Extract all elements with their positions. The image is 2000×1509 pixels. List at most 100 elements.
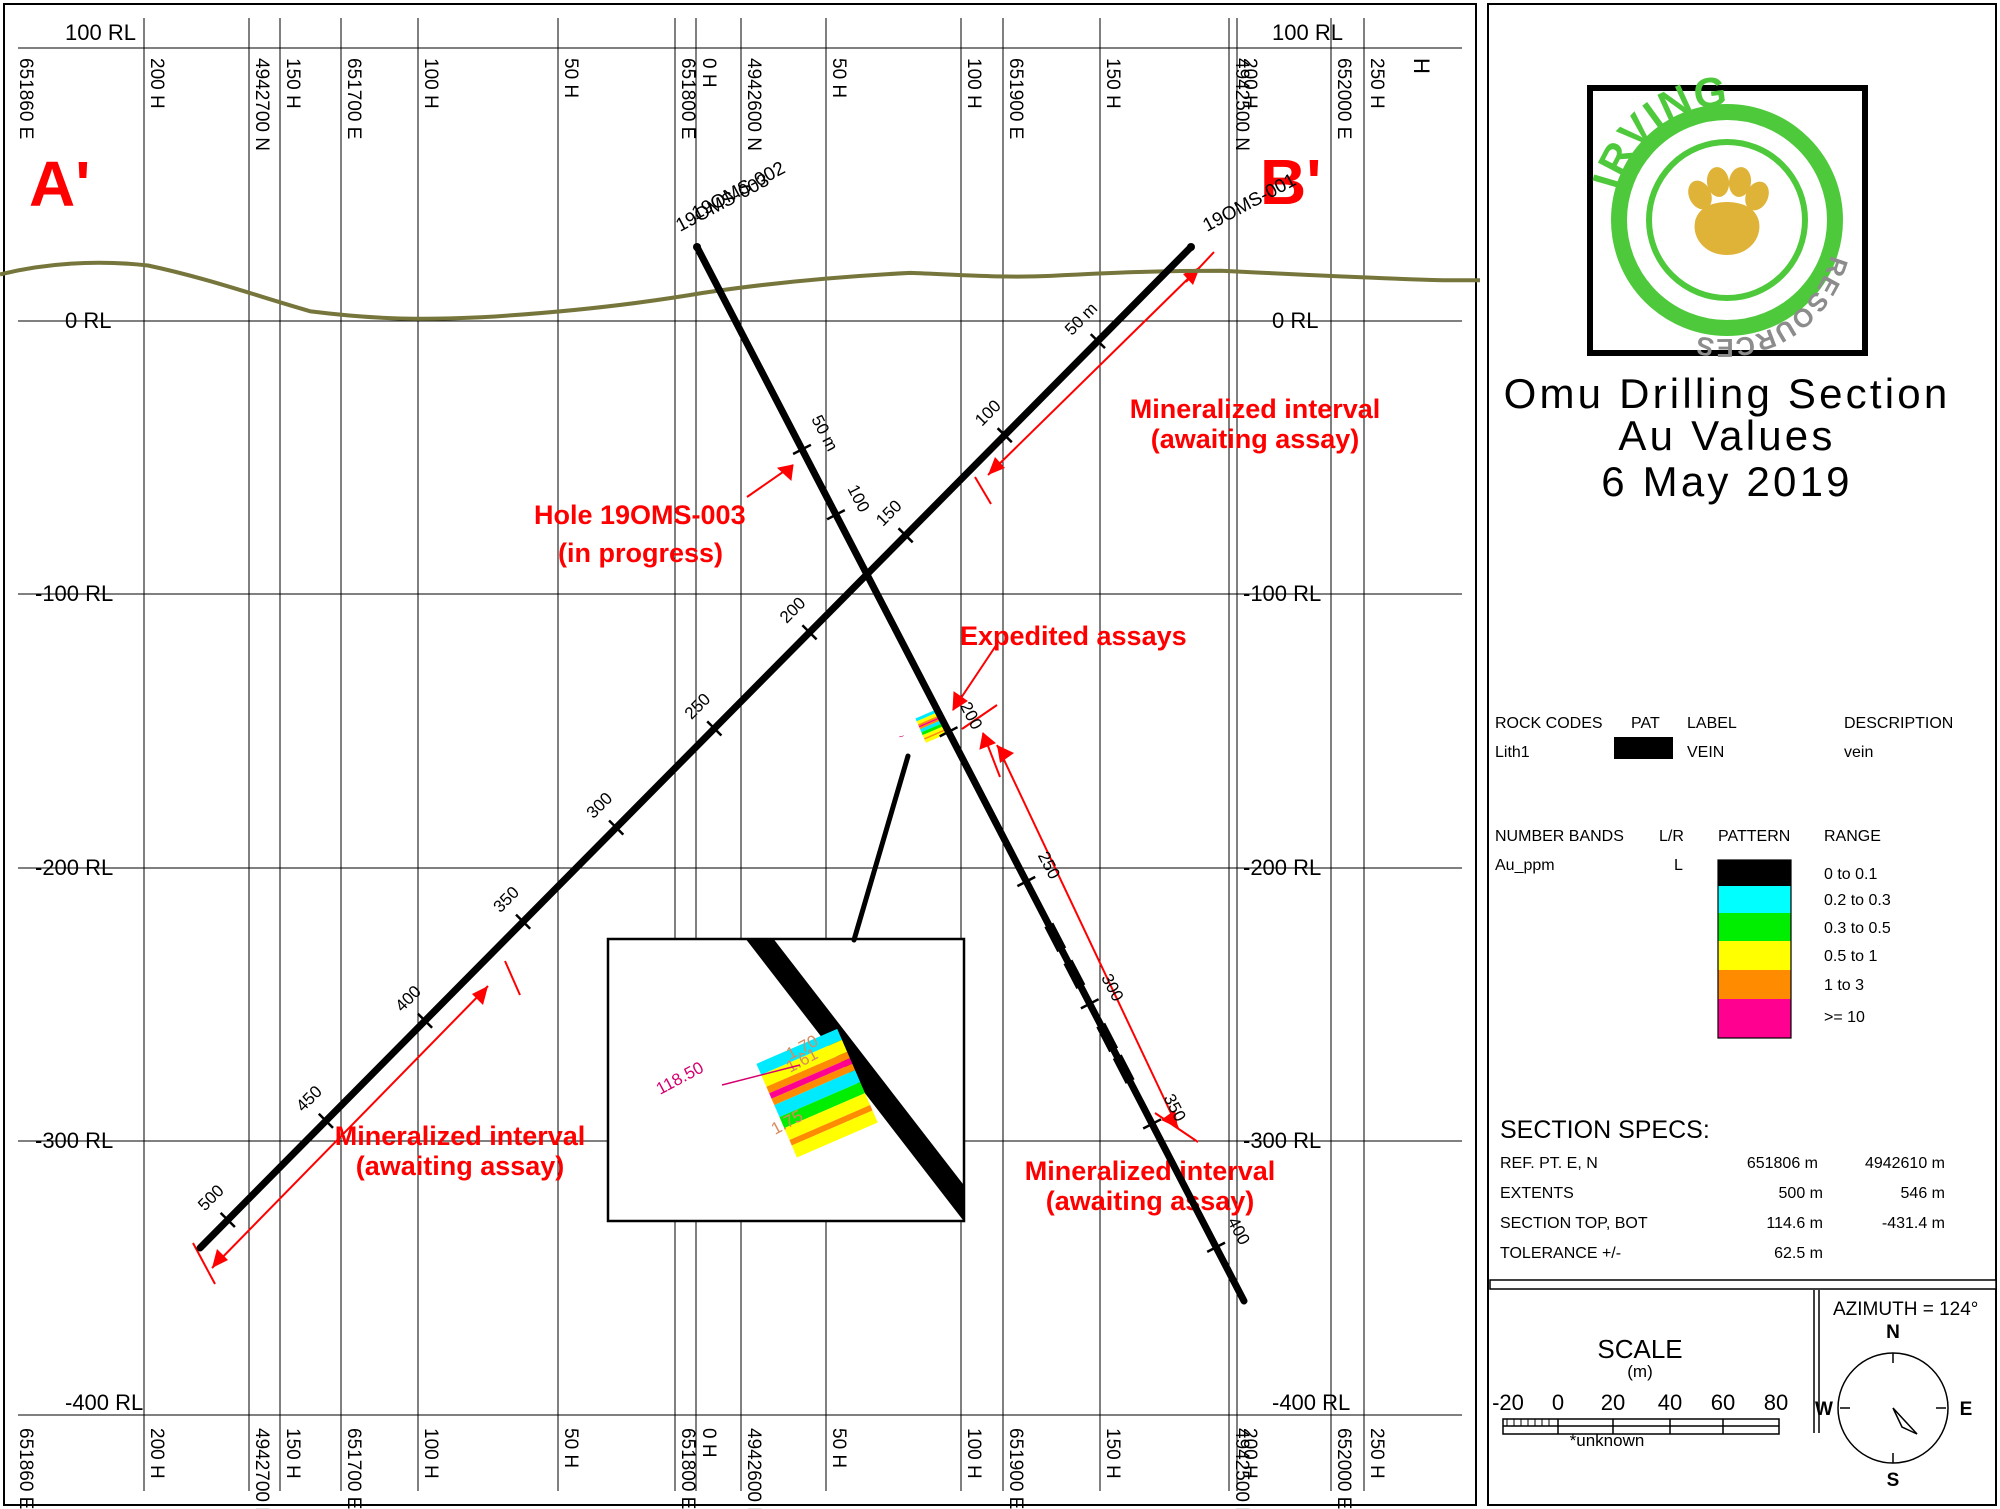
svg-text:651860 E: 651860 E (15, 58, 36, 139)
svg-text:N: N (1886, 1322, 1900, 1343)
svg-text:Mineralized interval: Mineralized interval (1130, 394, 1381, 424)
svg-text:-400 RL: -400 RL (65, 1390, 143, 1415)
svg-text:REF. PT. E, N: REF. PT. E, N (1500, 1155, 1598, 1172)
svg-text:100 H: 100 H (420, 58, 441, 109)
svg-text:W: W (1815, 1399, 1833, 1420)
svg-text:100 RL: 100 RL (65, 20, 136, 45)
svg-text:L: L (1674, 857, 1683, 874)
svg-text:60: 60 (1711, 1390, 1735, 1415)
svg-text:L/R: L/R (1659, 828, 1684, 845)
svg-text:0 H: 0 H (698, 1428, 719, 1458)
svg-text:(awaiting assay): (awaiting assay) (1151, 424, 1360, 454)
svg-text:50 H: 50 H (560, 1428, 581, 1468)
svg-text:250 H: 250 H (1366, 58, 1387, 109)
svg-text:20: 20 (1601, 1390, 1625, 1415)
svg-text:vein: vein (1844, 744, 1873, 761)
svg-text:PAT: PAT (1631, 715, 1660, 732)
svg-text:-300 RL: -300 RL (35, 1128, 113, 1153)
svg-text:652000 E: 652000 E (1333, 58, 1354, 139)
svg-text:ROCK CODES: ROCK CODES (1495, 715, 1603, 732)
svg-text:0 RL: 0 RL (65, 308, 111, 333)
svg-text:(awaiting assay): (awaiting assay) (1046, 1186, 1255, 1216)
svg-text:4942600 N: 4942600 N (743, 58, 764, 151)
svg-text:0 RL: 0 RL (1272, 308, 1318, 333)
svg-text:651800 E: 651800 E (677, 1428, 698, 1509)
svg-text:Hole 19OMS-003: Hole 19OMS-003 (534, 500, 746, 530)
svg-text:546 m: 546 m (1901, 1185, 1945, 1202)
svg-text:651700 E: 651700 E (343, 1428, 364, 1509)
svg-text:-100 RL: -100 RL (35, 581, 113, 606)
svg-text:TOLERANCE +/-: TOLERANCE +/- (1500, 1245, 1621, 1262)
svg-text:-400 RL: -400 RL (1272, 1390, 1350, 1415)
svg-text:-20: -20 (1492, 1390, 1524, 1415)
svg-text:Expedited assays: Expedited assays (960, 621, 1187, 651)
svg-text:LABEL: LABEL (1687, 715, 1737, 732)
svg-text:>= 10: >= 10 (1824, 1009, 1865, 1026)
svg-text:150 H: 150 H (282, 58, 303, 109)
svg-text:-431.4 m: -431.4 m (1882, 1215, 1945, 1232)
svg-text:0.2 to 0.3: 0.2 to 0.3 (1824, 892, 1891, 909)
svg-text:80: 80 (1764, 1390, 1788, 1415)
svg-text:S: S (1887, 1470, 1900, 1491)
svg-text:0 to 0.1: 0 to 0.1 (1824, 866, 1877, 883)
svg-text:651806 m: 651806 m (1747, 1155, 1818, 1172)
svg-text:250 H: 250 H (1366, 1428, 1387, 1479)
svg-text:PATTERN: PATTERN (1718, 828, 1790, 845)
svg-text:651700 E: 651700 E (343, 58, 364, 139)
svg-text:NUMBER BANDS: NUMBER BANDS (1495, 828, 1624, 845)
svg-text:SCALE: SCALE (1597, 1334, 1682, 1364)
svg-text:*unknown: *unknown (1570, 1431, 1645, 1450)
svg-text:4942600 N: 4942600 N (743, 1428, 764, 1509)
svg-text:4942610 m: 4942610 m (1865, 1155, 1945, 1172)
svg-text:4942700 N: 4942700 N (251, 1428, 272, 1509)
svg-text:-200 RL: -200 RL (35, 855, 113, 880)
svg-text:114.6 m: 114.6 m (1766, 1215, 1823, 1232)
svg-text:Mineralized interval: Mineralized interval (335, 1121, 586, 1151)
svg-text:(m): (m) (1627, 1362, 1652, 1381)
svg-text:-100 RL: -100 RL (1243, 581, 1321, 606)
svg-text:500 m: 500 m (1779, 1185, 1823, 1202)
svg-text:Mineralized interval: Mineralized interval (1025, 1156, 1276, 1186)
svg-text:-300 RL: -300 RL (1243, 1128, 1321, 1153)
svg-text:40: 40 (1658, 1390, 1682, 1415)
svg-text:200 H: 200 H (1239, 1428, 1260, 1479)
svg-text:50 H: 50 H (828, 1428, 849, 1468)
svg-text:150 H: 150 H (282, 1428, 303, 1479)
svg-text:0 H: 0 H (698, 58, 719, 88)
svg-text:4942700 N: 4942700 N (251, 58, 272, 151)
svg-text:Au Values: Au Values (1618, 412, 1835, 459)
svg-text:SECTION SPECS:: SECTION SPECS: (1500, 1116, 1710, 1144)
svg-text:651860 E: 651860 E (15, 1428, 36, 1509)
svg-text:150 H: 150 H (1102, 58, 1123, 109)
svg-text:651900 E: 651900 E (1005, 58, 1026, 139)
svg-text:E: E (1960, 1399, 1973, 1420)
svg-text:0.5 to 1: 0.5 to 1 (1824, 948, 1877, 965)
svg-text:652000 E: 652000 E (1333, 1428, 1354, 1509)
svg-text:Omu Drilling Section: Omu Drilling Section (1504, 370, 1951, 417)
svg-text:RANGE: RANGE (1824, 828, 1881, 845)
svg-text:100 H: 100 H (963, 1428, 984, 1479)
svg-text:200 H: 200 H (146, 58, 167, 109)
svg-text:62.5 m: 62.5 m (1774, 1245, 1823, 1262)
svg-text:-200 RL: -200 RL (1243, 855, 1321, 880)
svg-text:Au_ppm: Au_ppm (1495, 857, 1555, 874)
svg-text:100 H: 100 H (963, 58, 984, 109)
svg-text:1 to 3: 1 to 3 (1824, 977, 1864, 994)
svg-text:0: 0 (1552, 1390, 1564, 1415)
svg-text:AZIMUTH = 124°: AZIMUTH = 124° (1833, 1299, 1978, 1320)
svg-text:(awaiting assay): (awaiting assay) (356, 1151, 565, 1181)
svg-text:A': A' (29, 148, 90, 220)
svg-text:50 H: 50 H (828, 58, 849, 98)
svg-text:DESCRIPTION: DESCRIPTION (1844, 715, 1953, 732)
svg-text:EXTENTS: EXTENTS (1500, 1185, 1574, 1202)
svg-text:VEIN: VEIN (1687, 744, 1724, 761)
svg-text:651800 E: 651800 E (677, 58, 698, 139)
svg-text:0.3 to 0.5: 0.3 to 0.5 (1824, 920, 1891, 937)
svg-text:SECTION TOP, BOT: SECTION TOP, BOT (1500, 1215, 1648, 1232)
svg-text:100 H: 100 H (420, 1428, 441, 1479)
svg-text:H: H (1409, 58, 1434, 74)
svg-text:150 H: 150 H (1102, 1428, 1123, 1479)
svg-text:(in progress): (in progress) (558, 538, 723, 568)
svg-text:200 H: 200 H (146, 1428, 167, 1479)
svg-text:6 May 2019: 6 May 2019 (1601, 458, 1852, 505)
